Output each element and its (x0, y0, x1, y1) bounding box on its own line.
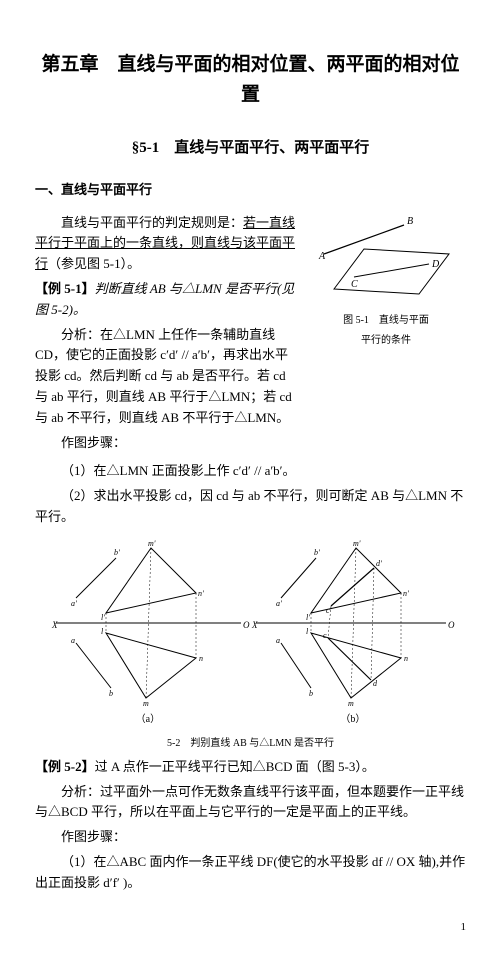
example-5-2-label: 【例 5-2】 (35, 759, 95, 774)
fig-5-2-svg: X O l' n' m' a' b' l n m a b (46, 538, 456, 708)
steps-label: 作图步骤： (35, 433, 296, 454)
step-2: （2）求出水平投影 cd，因 cd 与 ab 不平行，则可断定 AB 与△LMN… (35, 486, 466, 528)
svg-text:a: a (71, 636, 75, 645)
svg-text:m': m' (353, 539, 361, 548)
page-number: 1 (35, 919, 466, 937)
svg-text:n': n' (403, 589, 409, 598)
chapter-title: 第五章 直线与平面的相对位置、两平面的相对位置 (35, 50, 466, 111)
svg-text:D: D (431, 259, 440, 270)
svg-text:d': d' (376, 559, 382, 568)
svg-text:m: m (348, 699, 354, 708)
para-rule: 直线与平面平行的判定规则是：若一直线平行于平面上的一条直线，则直线与该平面平行（… (35, 213, 296, 275)
example-5-2-text: 过 A 点作一正平线平行已知△BCD 面（图 5-3）。 (95, 759, 375, 774)
svg-text:X: X (51, 620, 58, 630)
svg-text:b: b (109, 689, 113, 698)
steps-label-2: 作图步骤： (35, 827, 466, 848)
svg-text:X: X (251, 620, 258, 630)
step-1: （1）在△LMN 正面投影上作 c′d′ // a′b′。 (35, 461, 466, 482)
svg-text:A: A (318, 251, 326, 262)
para-analysis-2: 分析：过平面外一点可作无数条直线平行该平面，但本题要作一正平线与△BCD 平行，… (35, 782, 466, 824)
svg-text:b': b' (314, 548, 320, 557)
para-analysis: 分析：在△LMN 上任作一条辅助直线 CD，使它的正面投影 c′d′ // a′… (35, 325, 296, 429)
fig52-label-a: （a） (136, 712, 160, 728)
section-title: §5-1 直线与平面平行、两平面平行 (35, 136, 466, 160)
svg-text:l': l' (101, 613, 105, 622)
para1-post: （参见图 5-1）。 (48, 256, 140, 271)
svg-text:d: d (373, 679, 378, 688)
svg-text:l: l (101, 627, 104, 636)
subsection-a: 一、直线与平面平行 (35, 180, 466, 201)
svg-text:a': a' (71, 599, 77, 608)
intro-block: 直线与平面平行的判定规则是：若一直线平行于平面上的一条直线，则直线与该平面平行（… (35, 209, 466, 458)
fig52-label-b: （b） (340, 712, 365, 728)
svg-text:n: n (404, 654, 408, 663)
svg-text:l: l (306, 627, 309, 636)
intro-text: 直线与平面平行的判定规则是：若一直线平行于平面上的一条直线，则直线与该平面平行（… (35, 209, 296, 458)
fig-5-1-svg: A B C D (309, 209, 464, 309)
svg-text:n: n (199, 654, 203, 663)
figure-5-1: A B C D 图 5-1 直线与平面 平行的条件 (306, 209, 466, 353)
svg-text:a: a (276, 636, 280, 645)
svg-text:b: b (309, 689, 313, 698)
svg-text:O: O (243, 620, 250, 630)
svg-text:c: c (323, 631, 327, 640)
figure-5-2: X O l' n' m' a' b' l n m a b (35, 538, 466, 752)
fig51-caption2: 平行的条件 (306, 333, 466, 349)
step-1b: （1）在△ABC 面内作一条正平线 DF(使它的水平投影 df // OX 轴)… (35, 852, 466, 894)
example-5-1: 【例 5-1】判断直线 AB 与△LMN 是否平行(见图 5-2)。 (35, 279, 296, 321)
example-5-1-label: 【例 5-1】 (35, 281, 95, 296)
svg-text:b': b' (114, 548, 120, 557)
example-5-2: 【例 5-2】过 A 点作一正平线平行已知△BCD 面（图 5-3）。 (35, 757, 466, 778)
svg-text:O: O (448, 620, 455, 630)
para1-pre: 直线与平面平行的判定规则是： (61, 215, 243, 230)
fig52-caption: 5-2 判别直线 AB 与△LMN 是否平行 (35, 736, 466, 752)
svg-text:B: B (407, 216, 413, 227)
svg-text:n': n' (198, 589, 204, 598)
fig51-caption1: 图 5-1 直线与平面 (306, 313, 466, 329)
svg-text:l': l' (306, 613, 310, 622)
svg-text:m: m (143, 699, 149, 708)
svg-text:a': a' (276, 599, 282, 608)
svg-text:m': m' (148, 539, 156, 548)
svg-text:C: C (351, 279, 358, 290)
